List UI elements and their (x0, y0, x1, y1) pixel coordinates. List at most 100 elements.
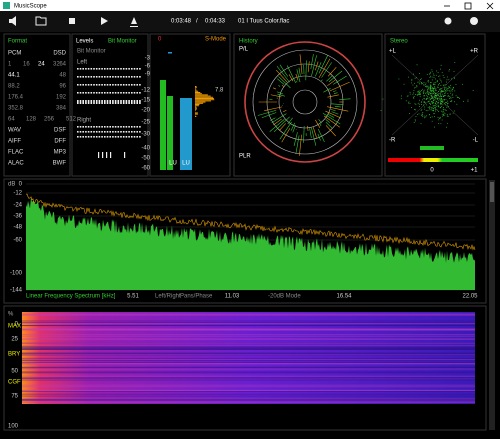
stereo-dot (454, 101, 455, 102)
stereo-dot (434, 82, 435, 83)
stereo-dot (442, 102, 443, 103)
settings-button[interactable] (445, 18, 452, 25)
bit-dot (123, 92, 125, 94)
stereo-dot (422, 112, 423, 113)
history-spike (331, 104, 343, 105)
ring (267, 64, 343, 140)
stereo-dot (425, 93, 426, 94)
stereo-dot (431, 110, 432, 111)
bit-dot (139, 84, 141, 86)
stereo-dot (433, 84, 434, 85)
bit-dot (82, 68, 84, 70)
stereo-dot (432, 103, 433, 104)
stereo-dot (414, 122, 415, 123)
bit-dot (80, 100, 82, 104)
stereo-dot (413, 97, 414, 98)
bit-dot (123, 126, 125, 128)
stereo-dot (438, 106, 439, 107)
stereo-dot (438, 123, 439, 124)
stereo-dot (430, 77, 431, 78)
stop-button[interactable] (69, 18, 75, 24)
format-item: 24 (38, 62, 45, 68)
stereo-dot (435, 99, 436, 100)
bit-dot (134, 100, 136, 104)
meter-bar (180, 98, 192, 170)
scrollbar[interactable] (489, 180, 495, 430)
bit-dot (136, 131, 138, 133)
ring (293, 90, 317, 114)
stereo-dot (444, 89, 445, 90)
info-button[interactable] (470, 17, 478, 25)
stereo-dot (416, 85, 417, 86)
stereo-dot (435, 82, 436, 83)
stereo-dot (443, 91, 444, 92)
stereo-dot (444, 77, 445, 78)
spectrogram-line (22, 399, 475, 400)
bit-dot (118, 100, 120, 104)
history-spike (273, 119, 281, 125)
spectrogram-line (22, 345, 475, 346)
bit-dot (88, 136, 90, 138)
stereo-dot (437, 94, 438, 95)
bit-dot (120, 131, 122, 133)
bit-dot (101, 84, 103, 86)
stereo-dot (414, 109, 415, 110)
stereo-dot (423, 91, 424, 92)
stereo-dot (432, 121, 433, 122)
bit-dot (115, 76, 117, 78)
bit-dot (107, 126, 109, 128)
stereo-dot (435, 97, 436, 98)
stereo-dot (441, 88, 442, 89)
stereo-dot (451, 90, 452, 91)
stereo-dot (431, 108, 432, 109)
stereo-dot (434, 86, 435, 87)
stereo-dot (443, 99, 444, 100)
stereo-dot (433, 98, 434, 99)
stereo-dot (439, 83, 440, 84)
stereo-dot (422, 114, 423, 115)
format-item: 16 (23, 62, 30, 68)
stereo-dot (444, 95, 445, 96)
bit-dot (104, 68, 106, 70)
spectrogram-line (22, 369, 475, 370)
bit-dot (134, 136, 136, 138)
histogram (195, 112, 198, 113)
bit-dot (131, 126, 133, 128)
label: dB (8, 182, 15, 188)
stereo-dot (438, 85, 439, 86)
stereo-dot (441, 101, 442, 102)
format-item: BWF (53, 161, 67, 167)
stereo-dot (419, 106, 420, 107)
band-label: BRY (8, 352, 20, 358)
bit-dot (82, 76, 84, 78)
stereo-dot (444, 88, 445, 89)
bit-dot (101, 131, 103, 133)
stereo-dot (406, 100, 407, 101)
correlation-mark (420, 146, 444, 150)
scrollbar-thumb[interactable] (490, 182, 494, 202)
stereo-dot (435, 107, 436, 108)
stereo-dot (423, 85, 424, 86)
history-spike (327, 80, 335, 86)
bit-dot (96, 126, 98, 128)
stereo-dot (446, 127, 447, 128)
histogram (195, 90, 197, 91)
mode-button[interactable]: Bit Monitor (108, 39, 137, 45)
stereo-dot (442, 94, 443, 95)
stereo-dot (437, 110, 438, 111)
history-spike (319, 119, 322, 123)
stereo-dot (434, 77, 435, 78)
meter-tick: -15 (141, 98, 150, 104)
bit-dot (101, 68, 103, 70)
spectrogram-line (22, 329, 475, 330)
histogram (195, 109, 197, 110)
stereo-dot (441, 106, 442, 107)
bit-dot (136, 84, 138, 86)
bit-dot (131, 84, 133, 86)
bit-dot (109, 126, 111, 128)
stereo-dot (420, 96, 421, 97)
stereo-dot (421, 104, 422, 105)
stereo-dot (438, 76, 439, 77)
x-tick-label: 22.05 (462, 294, 478, 300)
